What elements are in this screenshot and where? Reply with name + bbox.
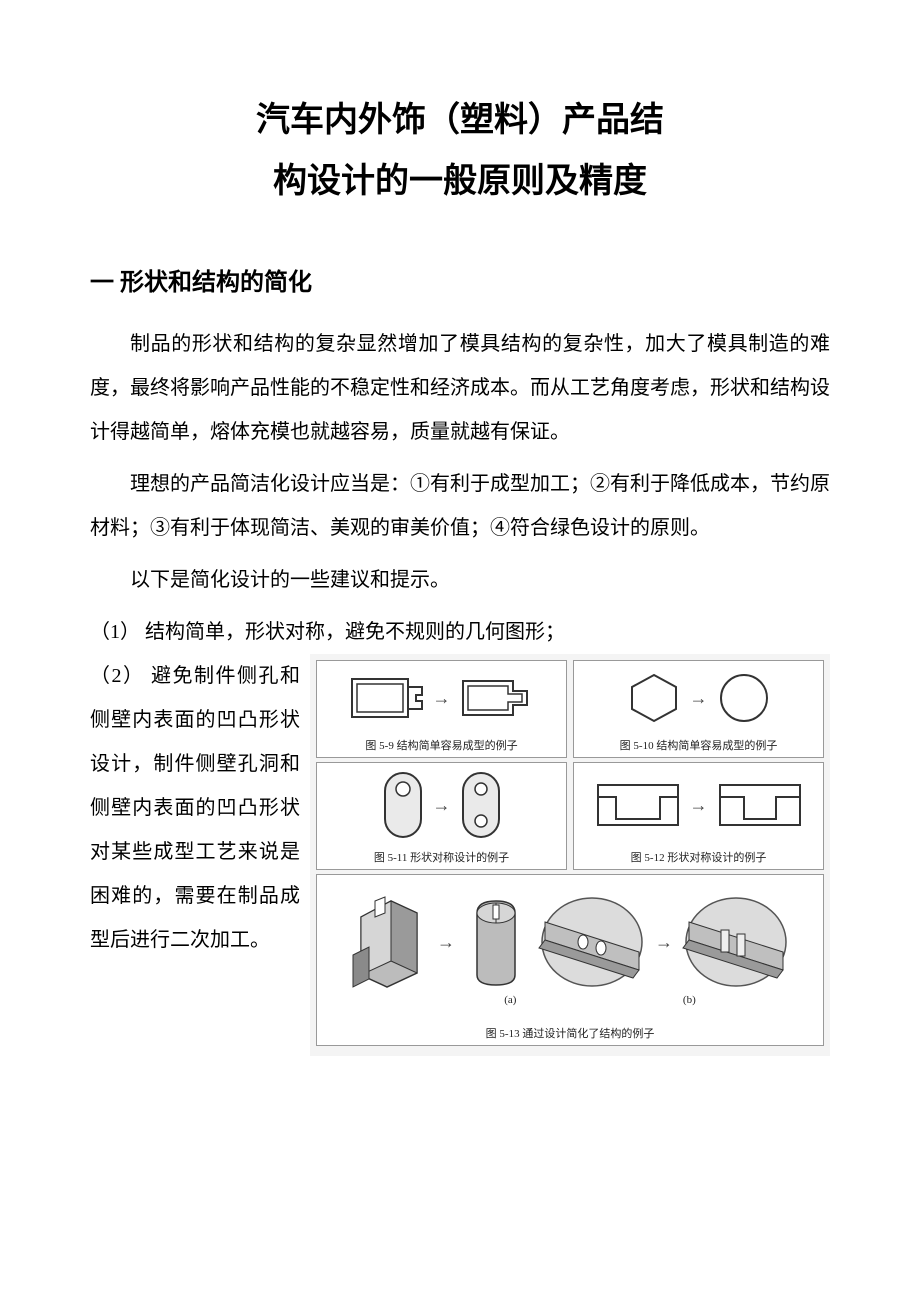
figure-5-10-drawing: → bbox=[574, 661, 823, 735]
figure-5-11: → 图 5-11 形状对称设计的例子 bbox=[316, 762, 567, 870]
document-page: 汽车内外饰（塑料）产品结 构设计的一般原则及精度 一 形状和结构的简化 制品的形… bbox=[0, 0, 920, 1096]
figure-row-3: → bbox=[316, 874, 824, 1046]
figure-5-12-drawing: → bbox=[574, 763, 823, 847]
figure-5-13-sub-a: (a) bbox=[504, 994, 516, 1006]
arrow-icon: → bbox=[690, 688, 708, 709]
figure-row-1: → 图 5-9 结构简单容易成型的例子 → bbox=[316, 660, 824, 758]
figure-5-13: → bbox=[316, 874, 824, 1046]
asym-channel-icon bbox=[592, 779, 684, 831]
figure-5-11-caption: 图 5-11 形状对称设计的例子 bbox=[317, 847, 566, 869]
detail-b-icon bbox=[681, 892, 791, 992]
section-1-para-1: 制品的形状和结构的复杂显然增加了模具结构的复杂性，加大了模具制造的难度，最终将影… bbox=[90, 322, 830, 454]
arrow-icon: → bbox=[437, 932, 455, 953]
section-1-heading: 一 形状和结构的简化 bbox=[90, 262, 830, 297]
notched-block-icon bbox=[349, 895, 429, 989]
figure-5-12-caption: 图 5-12 形状对称设计的例子 bbox=[574, 847, 823, 869]
section-1-para-3: 以下是简化设计的一些建议和提示。 bbox=[90, 558, 830, 602]
figure-5-13-caption: 图 5-13 通过设计简化了结构的例子 bbox=[317, 1023, 823, 1045]
figure-5-10: → 图 5-10 结构简单容易成型的例子 bbox=[573, 660, 824, 758]
shape-complex-bracket-icon bbox=[349, 673, 427, 723]
figure-5-11-drawing: → bbox=[317, 763, 566, 847]
arrow-icon: → bbox=[690, 795, 708, 816]
figure-5-9-drawing: → bbox=[317, 661, 566, 735]
shape-simple-bracket-icon bbox=[457, 673, 535, 723]
figure-5-12: → 图 5-12 形状对称设计的例子 bbox=[573, 762, 824, 870]
detail-a-icon bbox=[537, 892, 647, 992]
section-1-para-2: 理想的产品简洁化设计应当是：①有利于成型加工；②有利于降低成本，节约原材料；③有… bbox=[90, 462, 830, 550]
arrow-icon: → bbox=[433, 795, 451, 816]
figure-row-2: → 图 5-11 形状对称设计的例子 bbox=[316, 762, 824, 870]
sym-channel-icon bbox=[714, 779, 806, 831]
circle-icon bbox=[714, 671, 774, 725]
asym-slot-icon bbox=[379, 769, 427, 841]
arrow-icon: → bbox=[433, 688, 451, 709]
wrap-block: → 图 5-9 结构简单容易成型的例子 → bbox=[90, 654, 830, 1056]
title-line-1: 汽车内外饰（塑料）产品结 bbox=[90, 90, 830, 151]
rounded-block-icon bbox=[463, 895, 529, 989]
hexagon-icon bbox=[624, 671, 684, 725]
figure-5-10-caption: 图 5-10 结构简单容易成型的例子 bbox=[574, 735, 823, 757]
figure-panel: → 图 5-9 结构简单容易成型的例子 → bbox=[310, 654, 830, 1056]
main-title: 汽车内外饰（塑料）产品结 构设计的一般原则及精度 bbox=[90, 90, 830, 212]
sym-slot-icon bbox=[457, 769, 505, 841]
figure-5-9-caption: 图 5-9 结构简单容易成型的例子 bbox=[317, 735, 566, 757]
figure-5-13-drawing: → bbox=[317, 875, 823, 1023]
arrow-icon: → bbox=[655, 932, 673, 953]
figure-5-9: → 图 5-9 结构简单容易成型的例子 bbox=[316, 660, 567, 758]
figure-5-13-sub-b: (b) bbox=[683, 994, 696, 1006]
title-line-2: 构设计的一般原则及精度 bbox=[90, 151, 830, 212]
section-1-item-1: （1） 结构简单，形状对称，避免不规则的几何图形； bbox=[90, 610, 830, 654]
